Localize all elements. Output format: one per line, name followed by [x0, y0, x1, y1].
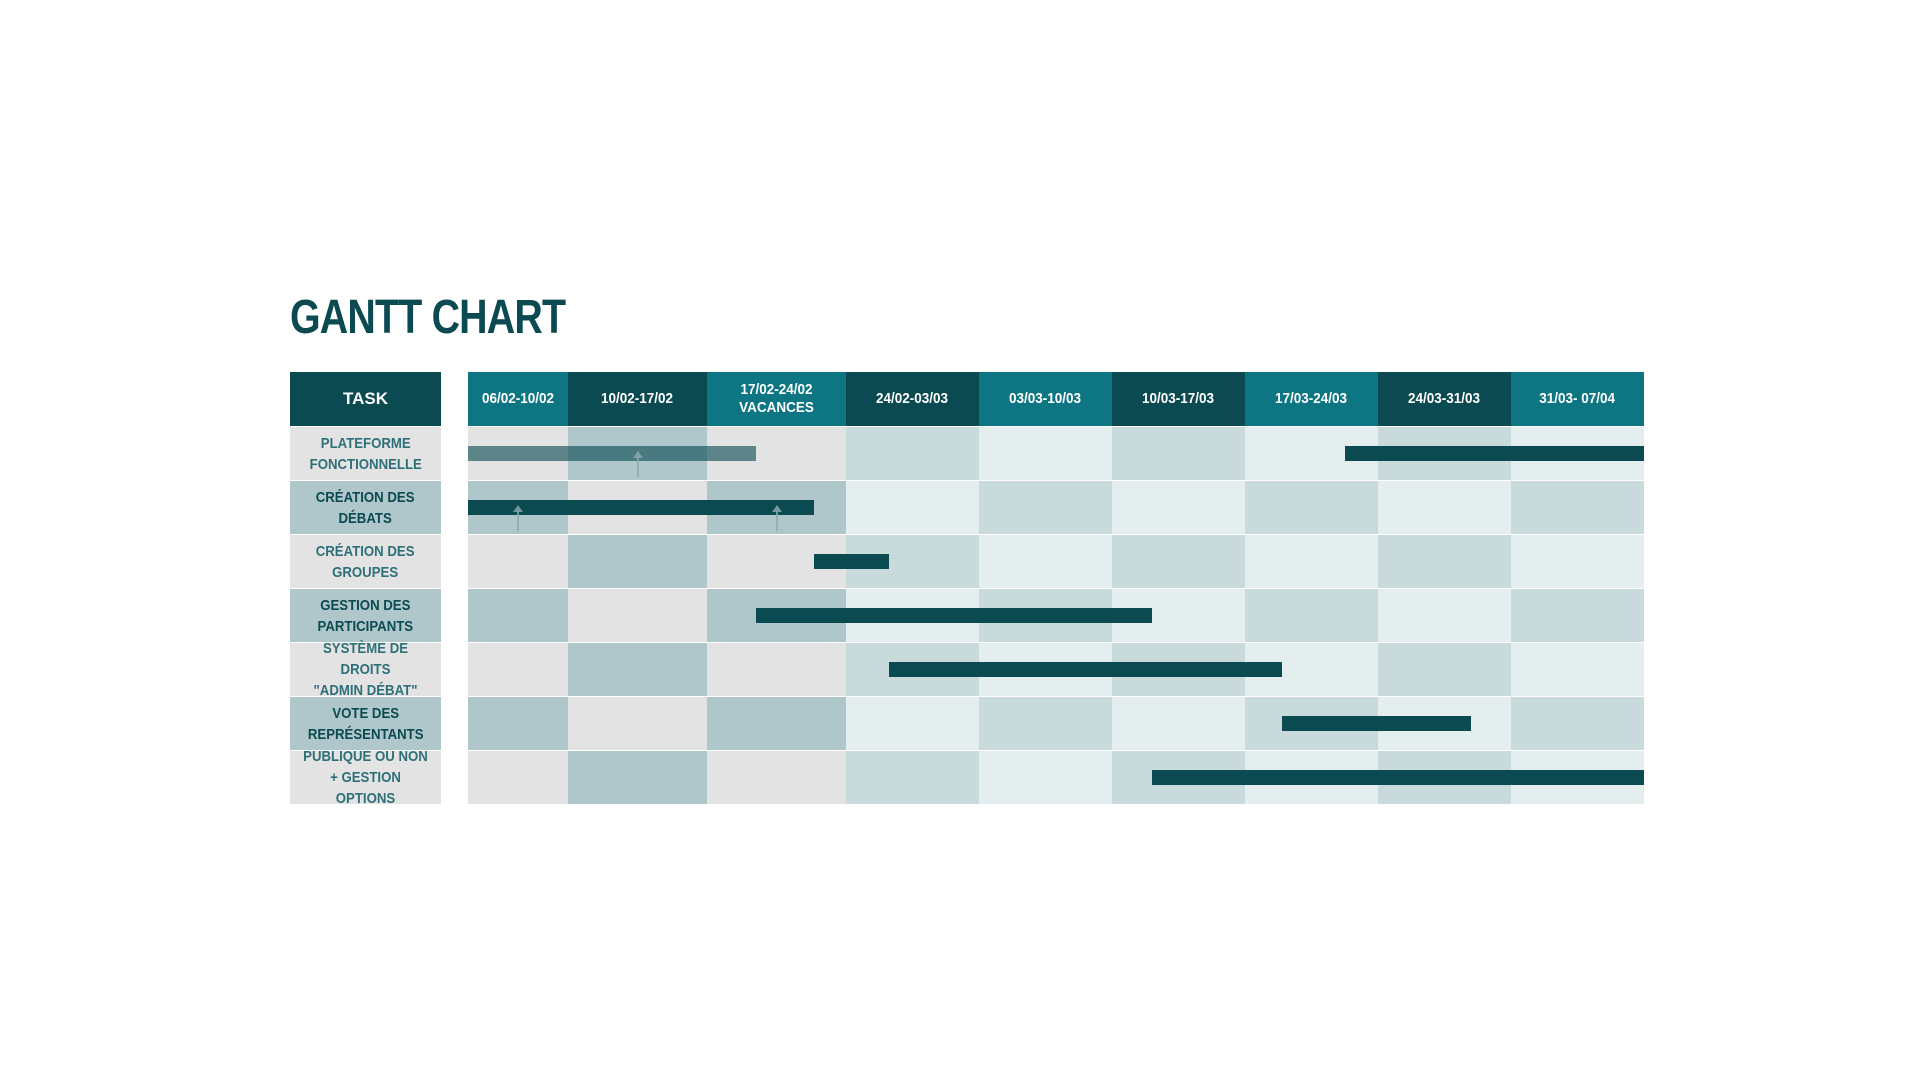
grid-cell — [707, 751, 846, 804]
grid-cell — [707, 697, 846, 750]
grid-cell — [979, 697, 1112, 750]
task-bar — [888, 662, 1283, 677]
grid-cell — [1245, 481, 1378, 534]
grid-cell — [1112, 427, 1245, 480]
task-label-line: + GESTION OPTIONS — [330, 769, 401, 807]
week-label: 17/03-24/03 — [1275, 390, 1348, 407]
grid-cell — [468, 535, 568, 588]
week-label: 03/03-10/03 — [1009, 390, 1082, 407]
gantt-grid: 06/02-10/02 10/02-17/02 17/02-24/02 VACANCE… — [468, 372, 1644, 806]
grid-cell — [979, 535, 1112, 588]
week-sublabel: VACANCES — [739, 399, 814, 416]
week-label: 10/03-17/03 — [1142, 390, 1215, 407]
grid-cell — [468, 643, 568, 696]
grid-cell — [1378, 643, 1511, 696]
grid-cell — [1511, 481, 1644, 534]
grid-cell — [568, 589, 707, 642]
task-label-line: CRÉATION DES — [316, 488, 415, 506]
grid-cell — [1511, 697, 1644, 750]
task-label-line: GROUPES — [332, 563, 399, 581]
week-header: 17/02-24/02 VACANCES — [707, 372, 846, 426]
task-bar — [468, 500, 815, 515]
task-label: PLATEFORME FONCTIONNELLE — [290, 427, 441, 480]
grid-cell — [468, 751, 568, 804]
grid-cell — [1511, 589, 1644, 642]
grid-cell — [1245, 589, 1378, 642]
task-label-line: GESTION DES — [320, 596, 411, 614]
task-label-line: CRÉATION DES — [316, 542, 415, 560]
grid-cell — [1112, 697, 1245, 750]
grid-cell — [1112, 481, 1245, 534]
task-header: TASK — [290, 372, 441, 426]
grid-cell — [846, 427, 979, 480]
week-header: 06/02-10/02 — [468, 372, 568, 426]
task-bar — [468, 446, 756, 461]
grid-cell — [1378, 481, 1511, 534]
task-label-line: PUBLIQUE OU NON — [303, 748, 428, 765]
week-label: 24/03-31/03 — [1408, 390, 1481, 407]
grid-cell — [846, 697, 979, 750]
arrow-head-icon — [632, 451, 643, 458]
task-label: SYSTÈME DE DROITS "ADMIN DÉBAT" — [290, 640, 441, 699]
week-header: 17/03-24/03 — [1245, 372, 1378, 426]
arrow-head-icon — [513, 505, 523, 512]
task-label-line: VOTE DES — [332, 704, 399, 722]
grid-cell — [979, 427, 1112, 480]
task-column: TASK PLATEFORME FONCTIONNELLE CRÉATION DES… — [290, 372, 441, 807]
week-label: 31/03- 07/04 — [1539, 390, 1616, 407]
grid-cell — [1245, 535, 1378, 588]
grid-cell — [1112, 535, 1245, 588]
grid-cell — [846, 751, 979, 804]
task-label-line: REPRÉSENTANTS — [307, 725, 424, 743]
week-header: 24/02-03/03 — [846, 372, 979, 426]
week-label: 06/02-10/02 — [481, 390, 555, 407]
dependency-arrow — [517, 511, 519, 531]
week-header: 10/03-17/03 — [1112, 372, 1245, 426]
task-label-line: DÉBATS — [338, 509, 393, 527]
task-label: GESTION DES PARTICIPANTS — [290, 589, 441, 642]
task-bar — [814, 554, 889, 569]
dependency-arrow — [636, 457, 639, 477]
grid-cell — [1378, 535, 1511, 588]
grid-cell — [846, 481, 979, 534]
grid-cell — [568, 751, 707, 804]
grid-cell — [707, 643, 846, 696]
week-header: 10/02-17/02 — [568, 372, 707, 426]
week-label: 24/02-03/03 — [876, 390, 949, 407]
task-label-line: SYSTÈME DE DROITS — [322, 640, 409, 678]
week-header: 03/03-10/03 — [979, 372, 1112, 426]
grid-cell — [979, 481, 1112, 534]
task-label: CRÉATION DES DÉBATS — [290, 481, 441, 534]
grid-cell — [979, 751, 1112, 804]
task-label-line: PLATEFORME — [320, 434, 411, 452]
task-label-line: "ADMIN DÉBAT" — [313, 682, 418, 699]
task-label: VOTE DES REPRÉSENTANTS — [290, 697, 441, 750]
grid-cell — [1378, 589, 1511, 642]
grid-cell — [1511, 643, 1644, 696]
task-label: CRÉATION DES GROUPES — [290, 535, 441, 588]
task-bar — [1151, 770, 1644, 785]
grid-cell — [568, 535, 707, 588]
week-label: 10/02-17/02 — [601, 390, 674, 407]
task-label-line: PARTICIPANTS — [317, 617, 414, 635]
page-title: GANTT CHART — [290, 291, 566, 344]
week-label: 17/02-24/02 — [740, 381, 813, 398]
dependency-arrow — [775, 511, 778, 531]
task-bar — [755, 608, 1152, 623]
week-header: 24/03-31/03 — [1378, 372, 1511, 426]
task-bar — [1344, 446, 1644, 461]
task-label: PUBLIQUE OU NON + GESTION OPTIONS — [290, 748, 441, 807]
task-bar — [1282, 716, 1472, 731]
arrow-head-icon — [771, 505, 782, 512]
grid-cell — [1511, 535, 1644, 588]
grid-cell — [568, 697, 707, 750]
grid-cell — [568, 643, 707, 696]
grid-cell — [468, 589, 568, 642]
task-label-line: FONCTIONNELLE — [309, 455, 422, 473]
week-header: 31/03- 07/04 — [1511, 372, 1644, 426]
grid-cell — [468, 697, 568, 750]
